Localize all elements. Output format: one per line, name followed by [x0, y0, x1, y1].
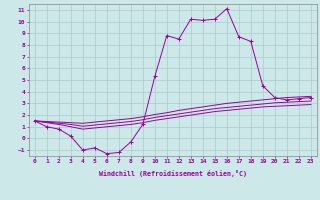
X-axis label: Windchill (Refroidissement éolien,°C): Windchill (Refroidissement éolien,°C) — [99, 170, 247, 177]
